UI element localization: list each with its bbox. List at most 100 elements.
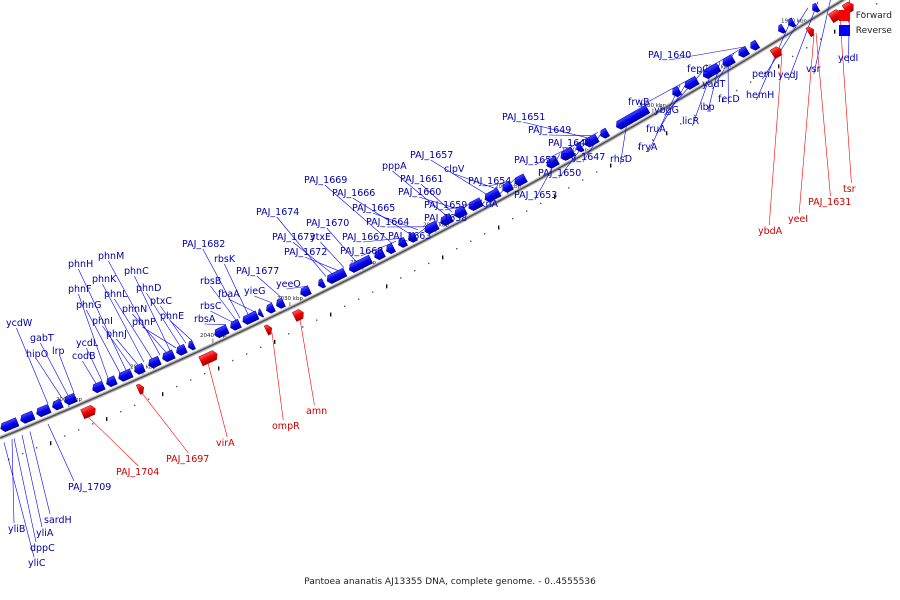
reverse-gene-arrow (454, 205, 468, 219)
reverse-gene-label: PAJ_1663 (388, 231, 431, 242)
reverse-gene-arrow (722, 54, 736, 68)
reverse-gene-label: ycdL (76, 338, 99, 349)
reverse-gene-label: PAJ_1672 (284, 247, 327, 258)
reverse-gene-label: phnI (92, 316, 113, 327)
reverse-gene-arrow (576, 142, 585, 153)
forward-gene-label: tsr (843, 184, 856, 195)
reverse-gene-arrow (560, 147, 576, 161)
reverse-gene-label: licR (682, 116, 700, 127)
reverse-gene-label: PAJ_1666 (332, 188, 375, 199)
reverse-gene-label: ptxC (150, 296, 172, 307)
reverse-gene-arrow (64, 392, 78, 406)
reverse-swatch (838, 25, 850, 36)
forward-gene-label: PAJ_1704 (116, 467, 159, 478)
reverse-gene-arrow (148, 355, 162, 369)
forward-gene-label: ompR (272, 421, 300, 432)
reverse-gene-label: PAJ_1659 (424, 200, 467, 211)
reverse-gene-label: rbsC (200, 301, 222, 312)
reverse-gene-arrow (788, 17, 797, 28)
reverse-gene-label: PAJ_1674 (256, 207, 299, 218)
reverse-gene-label: rbsA (194, 314, 216, 325)
reverse-gene-label: PAJ_1654 (468, 176, 511, 187)
reverse-gene-label: phnC (124, 266, 149, 277)
reverse-gene-arrow (386, 243, 396, 255)
reverse-gene-arrow (36, 403, 52, 418)
reverse-gene-label: lrp (52, 346, 65, 357)
reverse-gene-label: PAJ_1667 (342, 232, 385, 243)
reverse-gene-arrow (349, 254, 374, 273)
reverse-gene-label: PAJ_1668 (340, 246, 383, 257)
legend: Forward Reverse (838, 8, 892, 38)
reverse-gene-arrow (276, 297, 286, 309)
reverse-gene-label: fruA (646, 124, 666, 135)
reverse-gene-label: phnJ (106, 329, 127, 340)
reverse-gene-arrow (812, 2, 821, 13)
reverse-gene-label: yliB (8, 524, 25, 535)
legend-forward-label: Forward (855, 10, 892, 21)
reverse-gene-label: PAJ_1648 (548, 138, 591, 149)
reverse-gene-label: fryA (638, 142, 658, 153)
reverse-gene-label: fepC (687, 64, 709, 75)
reverse-gene-arrow (778, 23, 787, 34)
reverse-gene-label: phnF (68, 284, 92, 295)
reverse-gene-label: phnM (98, 251, 124, 262)
reverse-gene-label: PAJ_1651 (502, 112, 545, 123)
reverse-gene-label: PAJ_1660 (398, 187, 441, 198)
reverse-gene-label: PAJ_1658 (424, 213, 467, 224)
reverse-gene-label: fbaA (218, 289, 240, 300)
reverse-gene-arrow (188, 340, 196, 351)
reverse-gene-label: rhsD (610, 154, 632, 165)
reverse-gene-label: pppA (382, 161, 407, 172)
reverse-gene-arrow (398, 237, 408, 248)
reverse-gene-label: PAJ_1669 (304, 175, 347, 186)
scale-tick-label: 1960 kbp (781, 19, 807, 25)
reverse-gene-label: fecD (718, 94, 740, 105)
reverse-gene-arrow (408, 231, 418, 243)
reverse-gene-arrow (484, 187, 502, 203)
reverse-gene-arrow (703, 62, 722, 79)
reverse-gene-label: PAJ_1664 (366, 217, 409, 228)
reverse-gene-label: rbsK (214, 254, 236, 265)
reverse-gene-label: rbsB (200, 276, 221, 287)
reverse-gene-label: PAJ_1640 (648, 50, 691, 61)
forward-gene-arrow (198, 350, 218, 367)
reverse-gene-label: phnG (76, 300, 101, 311)
reverse-gene-label: phnE (160, 311, 184, 322)
scale-tick-label: 1990 kbp (562, 147, 588, 153)
forward-gene-label: yeeI (788, 214, 808, 225)
reverse-gene-label: pknA (474, 199, 499, 210)
reverse-gene-arrow (584, 133, 600, 148)
reverse-gene-arrow (230, 318, 242, 331)
reverse-gene-arrow (242, 310, 260, 325)
forward-gene-label: PAJ_1697 (166, 454, 209, 465)
reverse-gene-arrow (266, 302, 276, 314)
reverse-gene-arrow (257, 308, 265, 318)
reverse-gene-label: PAJ_1665 (352, 203, 395, 214)
reverse-gene-label: phnL (104, 289, 128, 300)
reverse-gene-arrow (176, 344, 188, 356)
reverse-gene-label: ytxE (310, 232, 331, 243)
reverse-gene-label: pemI (752, 69, 776, 80)
reverse-gene-arrow (134, 363, 146, 375)
legend-reverse: Reverse (838, 23, 892, 38)
scale-tick-label: 2040 kbp (200, 333, 226, 339)
forward-gene-arrow (769, 46, 782, 60)
reverse-gene-arrow (300, 285, 312, 298)
reverse-gene-arrow (326, 267, 348, 284)
reverse-gene-label: PAJ_1647 (562, 152, 605, 163)
reverse-gene-arrow (750, 39, 761, 51)
reverse-gene-label: phnP (132, 317, 156, 328)
reverse-gene-label: PAJ_1677 (236, 266, 279, 277)
reverse-gene-label: gabT (30, 333, 54, 344)
reverse-gene-label: yadT (702, 79, 725, 90)
reverse-gene-arrow (738, 45, 750, 58)
reverse-gene-label: hemH (746, 90, 774, 101)
reverse-gene-label: PAJ_1650 (538, 168, 581, 179)
forward-gene-arrow (135, 383, 145, 395)
reverse-gene-arrow (20, 410, 36, 424)
forward-gene-arrow (263, 324, 272, 336)
reverse-gene-arrow (0, 417, 20, 433)
forward-gene-arrow (291, 309, 304, 322)
